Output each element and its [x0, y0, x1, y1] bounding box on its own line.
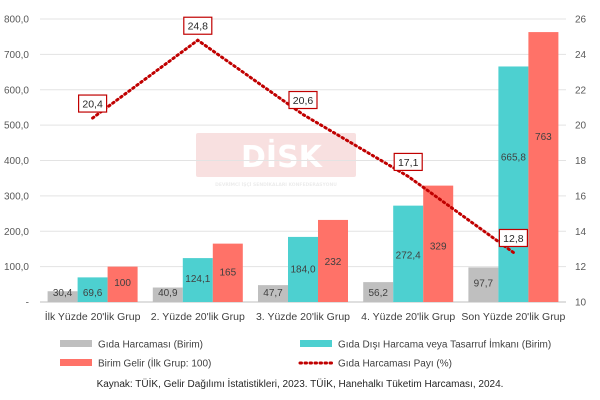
y-left-tick-label: 700,0 — [4, 50, 29, 61]
bar-data-label: 272,4 — [396, 251, 421, 262]
share-label-box — [498, 228, 528, 248]
y-left-tick-label: 500,0 — [4, 121, 29, 132]
bar — [212, 243, 243, 302]
bars: 30,4 69,6 100 40,9 124,1 165 47,7 184,0 232 56,2 2… — [47, 32, 559, 303]
watermark-subtitle: DEVRİMCİ İŞÇİ SENDİKALARI KONFEDERASYONU — [215, 181, 337, 188]
bar-data-label: 165 — [219, 268, 236, 279]
bar-data-label: 763 — [535, 132, 552, 143]
bar — [528, 32, 559, 303]
share-line: 20,4 24,8 20,6 17,1 12,8 — [77, 16, 528, 254]
bar-data-label: 47,7 — [263, 288, 283, 299]
bar — [152, 287, 183, 302]
legend-label: Gıda Dışı Harcama veya Tasarruf İmkanı (… — [338, 338, 551, 351]
legend-swatch — [60, 340, 92, 347]
y-left-tick-label: 600,0 — [4, 85, 29, 96]
legend-label: Gıda Harcaması (Birim) — [98, 340, 203, 351]
share-line-path — [91, 38, 515, 254]
bar-data-label: 97,7 — [474, 278, 494, 289]
bar — [393, 205, 424, 302]
y-right-tick-label: 24 — [575, 50, 587, 61]
share-data-label: 20,6 — [293, 95, 314, 107]
bar — [77, 277, 108, 302]
bar-data-label: 232 — [325, 257, 342, 268]
bar-data-label: 124,1 — [185, 274, 210, 285]
legend-label: Gıda Harcaması Payı (%) — [338, 359, 452, 370]
legend-swatch — [60, 359, 92, 366]
bar — [258, 285, 288, 302]
source-note: Kaynak: TÜİK, Gelir Dağılımı İstatistikl… — [96, 379, 504, 390]
bar — [363, 282, 394, 302]
share-label-box — [393, 152, 423, 172]
y-right-tick-label: 12 — [575, 262, 587, 273]
bar-data-label: 40,9 — [158, 288, 178, 299]
bar-data-label: 69,6 — [83, 288, 103, 299]
axis-labels: - 100,0 200,0 300,0 400,0 500,0 600,0 700,0 800,… — [4, 15, 587, 324]
share-data-label: 17,1 — [398, 157, 419, 169]
y-left-tick-label: 300,0 — [4, 191, 29, 202]
y-right-tick-label: 20 — [575, 121, 587, 132]
y-right-tick-label: 16 — [575, 191, 587, 202]
category-label: İlk Yüzde 20'lik Grup — [45, 310, 141, 323]
bar-data-label: 100 — [114, 278, 131, 289]
category-label: 3. Yüzde 20'lik Grup — [256, 311, 350, 323]
category-label: 2. Yüzde 20'lik Grup — [151, 311, 245, 323]
bar — [318, 219, 348, 302]
bar-data-label: 665,8 — [501, 153, 526, 164]
y-left-tick-label: 800,0 — [4, 15, 29, 26]
category-label: 4. Yüzde 20'lik Grup — [361, 311, 455, 323]
category-label: Son Yüzde 20'lik Grup — [461, 311, 565, 323]
y-left-tick-label: - — [26, 298, 29, 309]
y-left-tick-label: 400,0 — [4, 156, 29, 167]
disk-watermark: DİSK DEVRİMCİ İŞÇİ SENDİKALARI KONFEDERA… — [196, 133, 356, 188]
share-data-label: 20,4 — [82, 99, 103, 111]
y-right-tick-label: 14 — [575, 227, 587, 238]
legend-label: Birim Gelir (İlk Grup: 100) — [98, 357, 211, 370]
y-right-tick-label: 22 — [575, 85, 587, 96]
bar-data-label: 329 — [430, 242, 447, 253]
bar — [498, 66, 529, 302]
bar — [468, 267, 499, 302]
share-label-box — [183, 16, 213, 35]
share-label-box — [77, 94, 108, 113]
legend-swatch — [300, 340, 332, 347]
bar — [182, 258, 213, 302]
bar — [107, 266, 138, 302]
bar — [288, 236, 318, 302]
watermark-text: DİSK — [241, 139, 324, 175]
share-data-label: 24,8 — [188, 21, 209, 33]
bar-data-label: 56,2 — [368, 288, 388, 299]
y-left-tick-label: 100,0 — [4, 262, 29, 273]
bar-data-label: 30,4 — [53, 288, 73, 299]
bar — [47, 291, 78, 302]
y-right-tick-label: 18 — [575, 156, 587, 167]
y-right-tick-label: 10 — [575, 298, 587, 309]
y-left-tick-label: 200,0 — [4, 227, 29, 238]
bar-data-label: 184,0 — [290, 265, 315, 276]
y-right-tick-label: 26 — [575, 15, 587, 26]
legend: Gıda Harcaması (Birim) Gıda Dışı Harcama … — [60, 338, 551, 370]
share-data-label: 12,8 — [503, 233, 524, 245]
share-label-box — [288, 90, 318, 110]
